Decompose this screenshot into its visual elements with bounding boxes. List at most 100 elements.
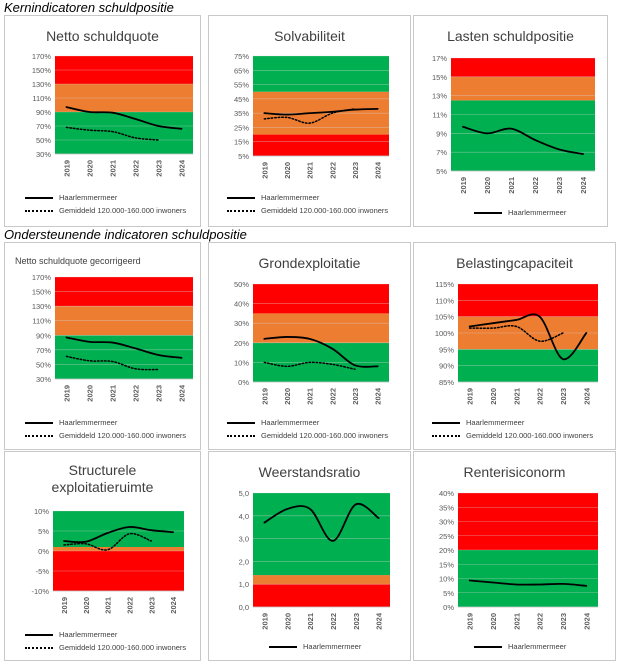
legend-swatch xyxy=(227,421,255,424)
chart-title: Grondexploitatie xyxy=(258,255,361,271)
band-green xyxy=(55,112,193,154)
x-tick-label: 2020 xyxy=(86,385,95,402)
x-tick-label: 2023 xyxy=(351,388,360,405)
series-line-average xyxy=(63,532,152,551)
chart-panel: Weerstandsratio 0,0 1,0 2,0 3,0 4,0 5,0 2019 202… xyxy=(208,451,411,661)
y-tick-label: 50% xyxy=(36,360,51,369)
chart-legend: Haarlemmermeer Gemiddeld 120.000-160.000 … xyxy=(25,416,186,442)
x-tick-label: 2021 xyxy=(109,160,118,177)
chart-title: Belastingcapaciteit xyxy=(456,255,573,271)
x-tick-label: 2019 xyxy=(260,388,269,405)
series-line-municipality xyxy=(263,336,379,368)
y-tick-label: 50% xyxy=(36,136,51,145)
series-line-municipality xyxy=(263,502,380,542)
y-tick-label: 0,0 xyxy=(239,603,249,612)
band-orange xyxy=(451,76,595,101)
chart-svg: 5% 7% 9% 11% 13% 15% 17% 2019 2020 2021 2022 2023 20… xyxy=(432,54,595,194)
legend-label: Gemiddeld 120.000-160.000 inwoners xyxy=(261,431,389,440)
y-tick-label: 17% xyxy=(432,54,447,63)
y-tick-label: 40% xyxy=(439,489,454,498)
chart-legend: Haarlemmermeer xyxy=(269,640,361,653)
series-line-average xyxy=(263,108,356,124)
chart-title: Netto schuldquote xyxy=(46,28,159,44)
legend-entry: Gemiddeld 120.000-160.000 inwoners xyxy=(227,429,388,442)
legend-swatch xyxy=(227,196,255,199)
legend-label: Haarlemmermeer xyxy=(508,642,567,651)
chart-legend: Haarlemmermeer xyxy=(474,206,566,219)
y-tick-label: -5% xyxy=(36,567,50,576)
x-tick-label: 2020 xyxy=(283,388,292,405)
chart-panel: Renterisiconorm 0% 5% 10% 15% 20% 25% 30% 35% 40%… xyxy=(413,451,616,661)
series-line-municipality xyxy=(263,107,379,116)
x-tick-label: 2019 xyxy=(260,162,269,179)
chart-legend: Haarlemmermeer Gemiddeld 120.000-160.000 … xyxy=(227,191,388,217)
y-tick-label: 75% xyxy=(234,52,249,61)
x-tick-label: 2021 xyxy=(306,388,315,405)
legend-entry: Haarlemmermeer xyxy=(227,191,388,204)
chart-legend: Haarlemmermeer Gemiddeld 120.000-160.000 … xyxy=(227,416,388,442)
y-tick-label: 13% xyxy=(432,92,447,101)
y-tick-label: 5% xyxy=(38,527,49,536)
legend-entry: Haarlemmermeer xyxy=(25,628,186,641)
y-tick-label: 110% xyxy=(32,317,51,326)
x-tick-label: 2020 xyxy=(86,160,95,177)
y-tick-label: 35% xyxy=(439,503,454,512)
y-tick-label: 10% xyxy=(234,358,249,367)
legend-entry: Haarlemmermeer xyxy=(269,640,361,653)
x-tick-label: 2023 xyxy=(352,613,361,630)
x-tick-label: 2023 xyxy=(559,613,568,630)
legend-entry: Gemiddeld 120.000-160.000 inwoners xyxy=(227,204,388,217)
series-line-municipality xyxy=(468,579,588,587)
x-tick-label: 2023 xyxy=(155,160,164,177)
x-tick-label: 2024 xyxy=(579,176,588,194)
series-line-average xyxy=(65,126,160,141)
x-tick-label: 2020 xyxy=(283,613,292,630)
y-tick-label: 40% xyxy=(234,300,249,309)
x-tick-label: 2019 xyxy=(466,388,475,405)
band-red xyxy=(253,584,390,607)
y-tick-label: 150% xyxy=(32,288,52,297)
chart-svg: -10% -5% 0% 5% 10% 2019 2020 2021 2022 2023 2024 xyxy=(31,507,184,614)
legend-label: Haarlemmermeer xyxy=(59,193,118,202)
y-tick-label: 115% xyxy=(435,280,454,289)
section-title-supporting: Ondersteunende indicatoren schuldpositie xyxy=(4,227,247,242)
y-tick-label: 70% xyxy=(36,122,51,131)
y-tick-label: 110% xyxy=(32,94,51,103)
y-tick-label: 5% xyxy=(436,167,447,176)
band-red xyxy=(253,134,389,156)
chart-svg: 0% 5% 10% 15% 20% 25% 30% 35% 40% 2019 2020 2021 202… xyxy=(439,489,598,630)
y-tick-label: 90% xyxy=(439,362,454,371)
legend-entry: Gemiddeld 120.000-160.000 inwoners xyxy=(432,429,593,442)
x-tick-label: 2022 xyxy=(328,162,337,179)
chart-legend: Haarlemmermeer Gemiddeld 120.000-160.000 … xyxy=(25,191,186,217)
chart-svg: 5% 15% 25% 35% 45% 55% 65% 75% 2019 2020 2021 2022 2… xyxy=(234,52,389,179)
y-tick-label: 65% xyxy=(234,66,249,75)
y-tick-label: 90% xyxy=(36,108,51,117)
y-tick-label: 5,0 xyxy=(239,489,249,498)
y-tick-label: 5% xyxy=(443,589,454,598)
y-tick-label: 25% xyxy=(234,123,249,132)
legend-swatch xyxy=(227,209,255,212)
y-tick-label: 20% xyxy=(439,546,454,555)
legend-label: Haarlemmermeer xyxy=(261,193,320,202)
legend-entry: Gemiddeld 120.000-160.000 inwoners xyxy=(25,204,186,217)
chart-svg: 30% 50% 70% 90% 110% 130% 150% 170% 2019 2020 2021… xyxy=(32,273,193,402)
legend-label: Gemiddeld 120.000-160.000 inwoners xyxy=(261,206,389,215)
y-tick-label: 100% xyxy=(435,329,455,338)
legend-label: Haarlemmermeer xyxy=(466,418,525,427)
y-tick-label: 15% xyxy=(432,73,447,82)
x-tick-label: 2020 xyxy=(489,388,498,405)
y-tick-label: 11% xyxy=(433,111,448,120)
x-tick-label: 2021 xyxy=(512,388,521,405)
y-tick-label: 170% xyxy=(32,273,52,282)
chart-title: Netto schuldquote gecorrigeerd xyxy=(15,256,141,266)
x-tick-label: 2024 xyxy=(374,161,383,179)
chart-panel: Solvabiliteit 5% 15% 25% 35% 45% 55% 65% 75% 2019… xyxy=(208,15,411,227)
x-tick-label: 2020 xyxy=(483,177,492,194)
x-tick-label: 2021 xyxy=(109,385,118,402)
band-green xyxy=(451,100,595,171)
x-tick-label: 2021 xyxy=(507,177,516,194)
legend-swatch xyxy=(25,646,53,649)
x-tick-label: 2022 xyxy=(132,385,141,402)
chart-title: Lasten schuldpositie xyxy=(447,28,574,44)
